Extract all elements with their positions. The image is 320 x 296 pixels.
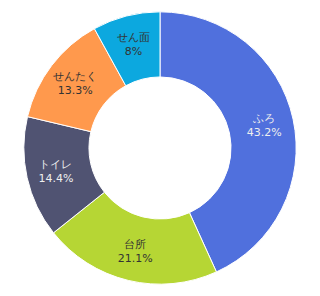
- svg-text:14.4%: 14.4%: [38, 172, 73, 185]
- svg-text:台所: 台所: [124, 238, 146, 251]
- svg-text:8%: 8%: [125, 45, 142, 58]
- svg-text:13.3%: 13.3%: [58, 84, 93, 97]
- svg-text:21.1%: 21.1%: [118, 252, 153, 265]
- svg-text:せん面: せん面: [117, 31, 150, 44]
- svg-text:トイレ: トイレ: [39, 158, 72, 171]
- svg-text:せんたく: せんたく: [53, 70, 97, 83]
- svg-text:ふろ: ふろ: [252, 112, 275, 125]
- svg-text:43.2%: 43.2%: [247, 126, 282, 139]
